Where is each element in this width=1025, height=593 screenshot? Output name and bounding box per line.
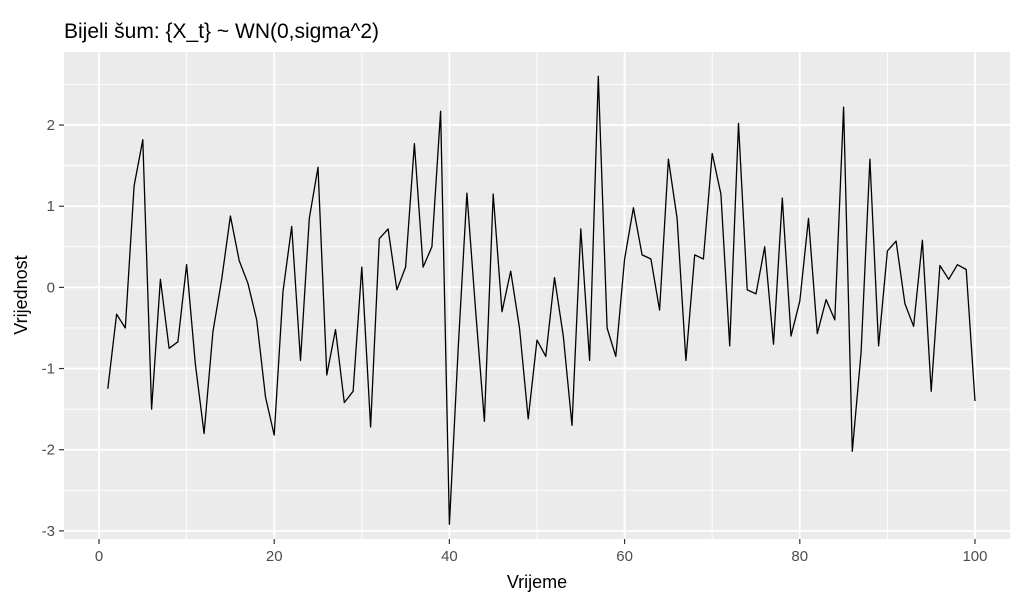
x-tick-label: 0: [95, 548, 103, 565]
series-line: [107, 75, 976, 526]
x-tick-label: 40: [441, 548, 458, 565]
x-tick-label: 60: [616, 548, 633, 565]
y-axis-title: Vrijednost: [11, 255, 31, 334]
x-tick-label: 80: [791, 548, 808, 565]
y-tick-label: 1: [47, 198, 55, 215]
y-tick-label: 2: [47, 117, 55, 134]
y-tick-label: -2: [42, 442, 55, 459]
x-tick-label: 20: [266, 548, 283, 565]
x-axis: 0 20 40 60 80 100: [95, 539, 987, 565]
y-tick-label: 0: [47, 279, 55, 296]
x-axis-title: Vrijeme: [507, 572, 567, 592]
minor-gridlines: [64, 52, 1010, 539]
chart-title: Bijeli šum: {X_t} ~ WN(0,sigma^2): [64, 20, 379, 43]
y-tick-label: -1: [42, 361, 55, 378]
x-tick-label: 100: [962, 548, 987, 565]
series-layer: [107, 75, 976, 526]
y-tick-label: -3: [42, 523, 55, 540]
y-axis: -3 -2 -1 0 1 2: [42, 117, 64, 540]
